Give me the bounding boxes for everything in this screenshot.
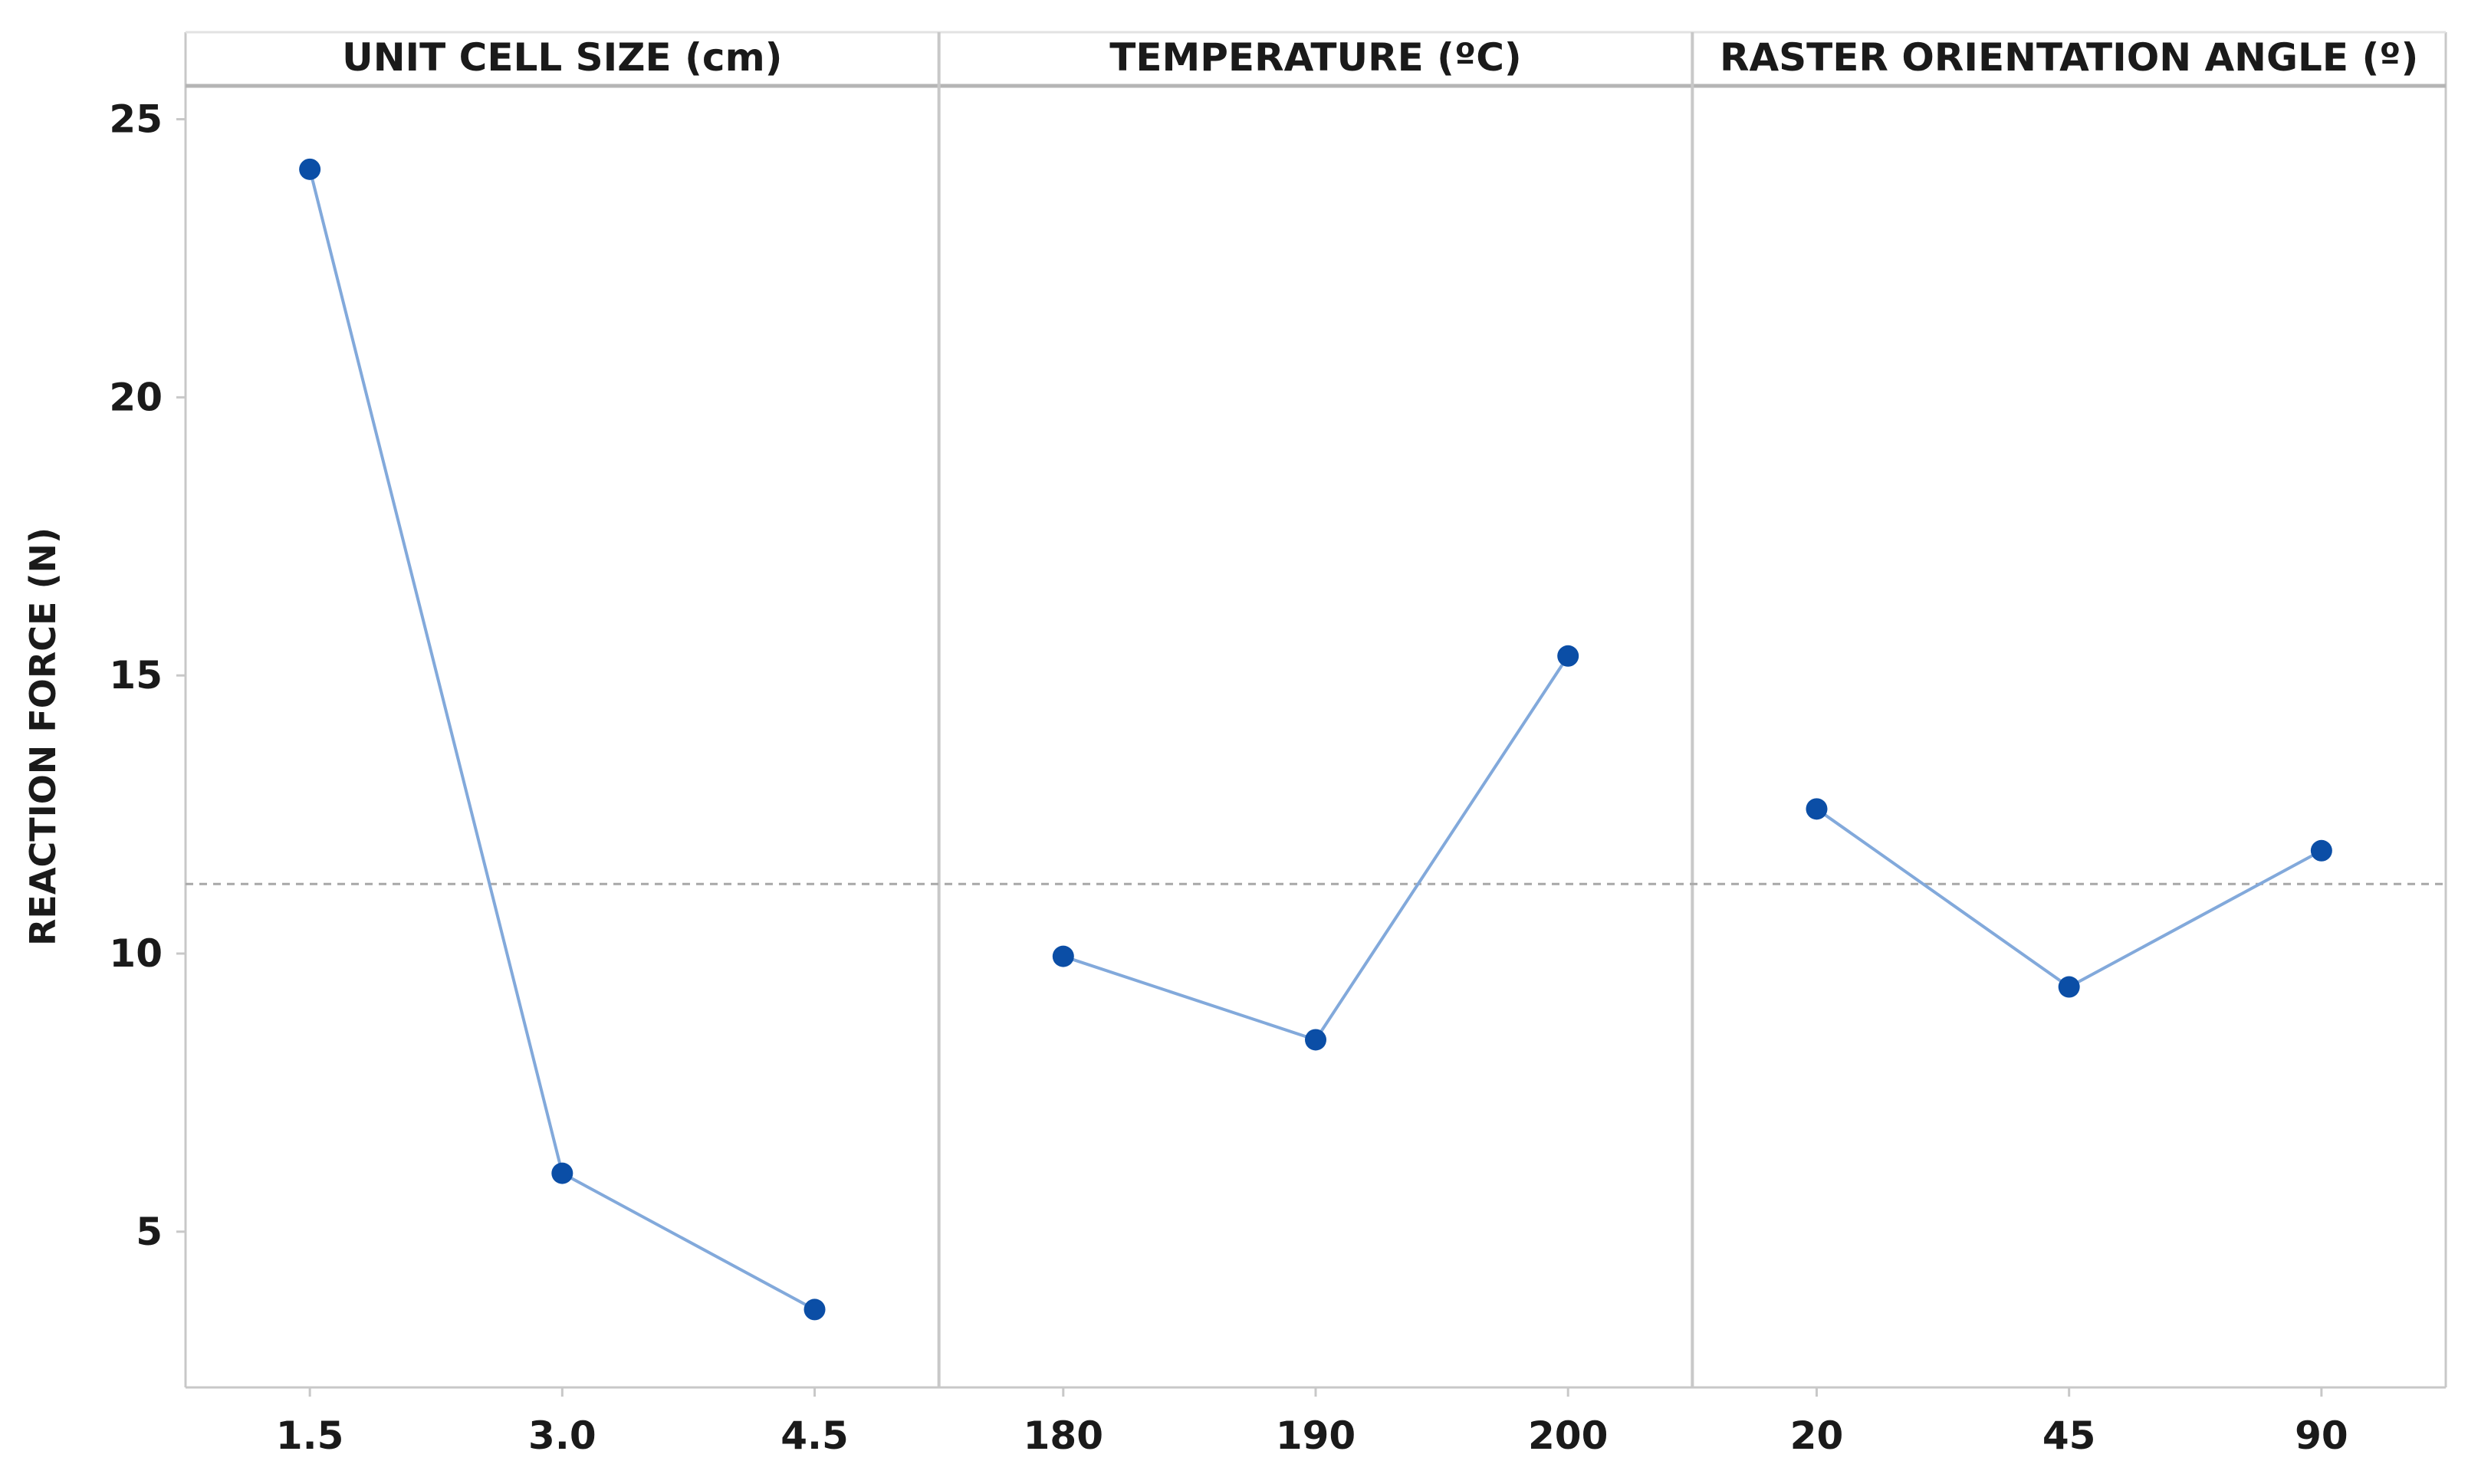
- x-tick-label: 200: [1528, 1413, 1608, 1458]
- panel-title: TEMPERATURE (ºC): [1109, 35, 1522, 80]
- data-point: [2310, 839, 2332, 862]
- chart-text-group: 5 10 15 20 25 REACTION FORCE (N) UNIT CELL SIZ…: [22, 35, 2418, 1458]
- data-point: [2058, 976, 2080, 998]
- y-tick-label: 5: [136, 1210, 163, 1254]
- series-line: [1063, 655, 1569, 1042]
- data-point: [299, 158, 321, 180]
- series-line: [308, 169, 816, 1312]
- y-tick-label: 25: [109, 97, 163, 142]
- data-point: [1557, 645, 1579, 667]
- x-tick-label: 1.5: [276, 1413, 344, 1458]
- x-tick-label: 3.0: [528, 1413, 596, 1458]
- y-axis-label: REACTION FORCE (N): [22, 527, 64, 946]
- plot-frame: [176, 31, 2447, 1397]
- data-point: [1806, 798, 1828, 820]
- x-tick-label: 180: [1024, 1413, 1103, 1458]
- x-tick-label: 45: [2042, 1413, 2096, 1458]
- panel-title: RASTER ORIENTATION ANGLE (º): [1720, 35, 2418, 80]
- data-point: [1305, 1029, 1326, 1051]
- x-tick-label: 4.5: [780, 1413, 849, 1458]
- data-point: [551, 1162, 573, 1184]
- y-tick-label: 15: [109, 653, 163, 698]
- y-tick-label: 10: [109, 931, 163, 976]
- x-tick-label: 90: [2295, 1413, 2348, 1458]
- series-group: [299, 158, 2332, 1321]
- panel-title: UNIT CELL SIZE (cm): [342, 35, 782, 80]
- y-tick-label: 20: [109, 375, 163, 419]
- x-tick-label: 20: [1790, 1413, 1844, 1458]
- data-point: [1052, 945, 1074, 967]
- data-point: [803, 1298, 826, 1321]
- x-tick-label: 190: [1276, 1413, 1356, 1458]
- series-line: [1816, 807, 2322, 989]
